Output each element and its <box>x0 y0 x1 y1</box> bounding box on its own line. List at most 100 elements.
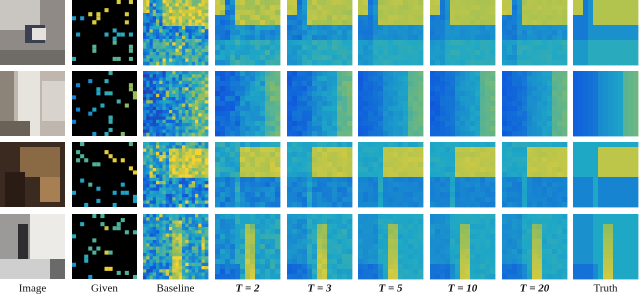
depth-pixel <box>347 55 352 60</box>
depth-pixel <box>418 147 423 152</box>
depth-pixel <box>189 3 193 7</box>
depth-pixel <box>455 15 460 20</box>
depth-pixel <box>388 96 393 101</box>
depth-pixel <box>215 86 220 91</box>
depth-pixel <box>363 81 368 86</box>
depth-pixel <box>302 10 307 15</box>
depth-pixel <box>195 84 199 88</box>
depth-pixel <box>618 197 623 202</box>
depth-pixel <box>169 91 173 95</box>
depth-pixel <box>403 96 408 101</box>
depth-pixel <box>342 177 347 182</box>
depth-pixel <box>608 86 613 91</box>
depth-pixel <box>198 181 202 185</box>
depth-pixel <box>532 116 537 121</box>
depth-pixel <box>470 91 475 96</box>
depth-map <box>287 0 352 65</box>
depth-pixel <box>363 71 368 76</box>
depth-pixel <box>202 145 206 149</box>
depth-pixel <box>163 224 167 228</box>
depth-pixel <box>507 187 512 192</box>
depth-pixel <box>172 59 176 63</box>
depth-pixel <box>307 142 312 147</box>
depth-pixel <box>383 152 388 157</box>
depth-pixel <box>430 152 435 157</box>
depth-pixel <box>408 126 413 131</box>
depth-pixel <box>623 25 628 30</box>
depth-pixel <box>195 3 199 7</box>
depth-pixel <box>150 87 154 91</box>
depth-pixel <box>337 197 342 202</box>
depth-pixel <box>230 81 235 86</box>
depth-pixel <box>189 29 193 33</box>
depth-pixel <box>628 116 633 121</box>
depth-pixel <box>623 5 628 10</box>
depth-pixel <box>172 214 176 218</box>
depth-pixel <box>480 111 485 116</box>
depth-pixel <box>230 121 235 126</box>
depth-pixel <box>202 104 206 108</box>
depth-pixel <box>220 40 225 45</box>
depth-pixel <box>332 121 337 126</box>
sparse-sample <box>88 112 92 116</box>
depth-pixel <box>465 40 470 45</box>
depth-pixel <box>156 227 160 231</box>
depth-pixel <box>633 177 638 182</box>
depth-pixel <box>547 55 552 60</box>
depth-pixel <box>169 55 173 59</box>
depth-pixel <box>176 81 180 85</box>
depth-pixel <box>312 106 317 111</box>
depth-pixel <box>403 76 408 81</box>
depth-pixel <box>598 142 603 147</box>
depth-pixel <box>573 172 578 177</box>
depth-pixel <box>368 126 373 131</box>
depth-pixel <box>159 165 163 169</box>
depth-pixel <box>393 116 398 121</box>
depth-pixel <box>179 107 183 111</box>
depth-pixel <box>393 126 398 131</box>
depth-pixel <box>172 126 176 130</box>
depth-pixel <box>150 234 154 238</box>
depth-pixel <box>153 181 157 185</box>
depth-pixel <box>312 147 317 152</box>
depth-pixel <box>172 46 176 50</box>
depth-pixel <box>176 74 180 78</box>
depth-pixel <box>143 39 147 43</box>
depth-pixel <box>202 10 206 14</box>
depth-pixel <box>633 81 638 86</box>
depth-pixel <box>297 71 302 76</box>
depth-pixel <box>358 177 363 182</box>
depth-pixel <box>562 177 567 182</box>
depth-pixel <box>215 20 220 25</box>
depth-pixel <box>297 106 302 111</box>
depth-pixel <box>192 7 196 11</box>
depth-pixel <box>202 162 206 166</box>
depth-pixel <box>205 263 209 267</box>
depth-pixel <box>202 49 206 53</box>
depth-pixel <box>220 239 225 244</box>
depth-pixel <box>192 276 196 280</box>
depth-pixel <box>287 214 292 219</box>
depth-pixel <box>388 142 393 147</box>
depth-pixel <box>557 86 562 91</box>
depth-pixel <box>363 30 368 35</box>
depth-pixel <box>172 23 176 27</box>
depth-pixel <box>185 247 189 251</box>
depth-pixel <box>490 101 495 106</box>
depth-pixel <box>633 162 638 167</box>
depth-pixel <box>475 91 480 96</box>
depth-pixel <box>172 36 176 40</box>
depth-pixel <box>195 221 199 225</box>
depth-pixel <box>159 234 163 238</box>
depth-pixel <box>205 214 209 218</box>
depth-map <box>573 142 638 207</box>
depth-pixel <box>393 40 398 45</box>
depth-pixel <box>143 273 147 277</box>
depth-pixel <box>189 142 193 146</box>
depth-pixel <box>633 91 638 96</box>
depth-pixel <box>182 133 186 137</box>
depth-pixel <box>562 126 567 131</box>
depth-pixel <box>480 152 485 157</box>
depth-pixel <box>393 197 398 202</box>
depth-pixel <box>383 177 388 182</box>
